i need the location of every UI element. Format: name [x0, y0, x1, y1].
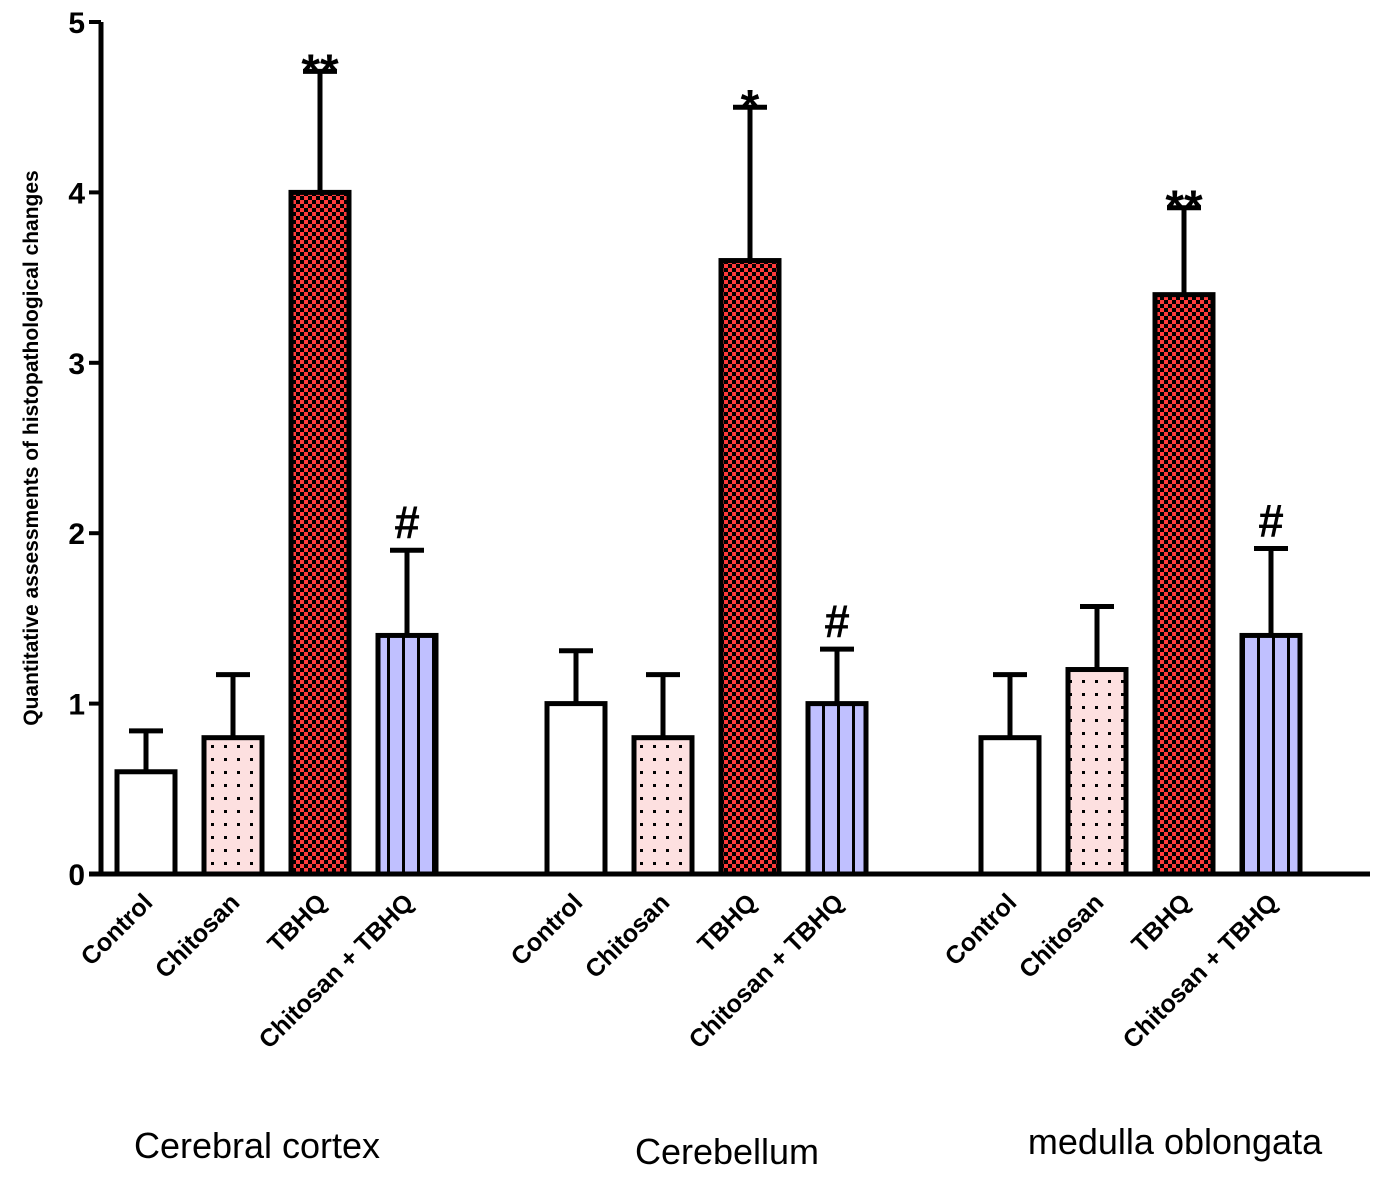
x-tick-label: Chitosan — [580, 888, 675, 983]
group-label: Cerebral cortex — [134, 1125, 380, 1166]
bar — [375, 632, 439, 877]
bar — [544, 701, 608, 877]
x-tick-label: TBHQ — [1126, 888, 1196, 958]
x-tick-label: TBHQ — [262, 888, 332, 958]
significance-annotation: # — [824, 595, 850, 647]
significance-annotation: ** — [301, 45, 339, 98]
x-tick-label: Chitosan — [150, 888, 245, 983]
bar — [1065, 667, 1129, 877]
group-label: Cerebellum — [635, 1131, 819, 1172]
y-tick-label: 2 — [68, 518, 85, 551]
significance-annotation: # — [394, 496, 420, 548]
group-label: medulla oblongata — [1028, 1121, 1323, 1162]
bar — [1239, 632, 1303, 877]
bar — [1152, 292, 1216, 877]
y-tick-label: 4 — [68, 177, 85, 210]
bar — [201, 735, 265, 877]
significance-annotation: * — [741, 81, 760, 134]
y-tick-label: 3 — [68, 348, 85, 381]
bar — [288, 189, 352, 877]
x-tick-label: Control — [76, 888, 159, 971]
x-tick-label: Chitosan + TBHQ — [254, 888, 420, 1054]
bar — [805, 701, 869, 877]
y-tick-label: 1 — [68, 689, 85, 722]
bar — [114, 769, 178, 877]
x-tick-label: TBHQ — [692, 888, 762, 958]
x-tick-label: Chitosan + TBHQ — [684, 888, 850, 1054]
significance-annotation: # — [1258, 495, 1284, 547]
bar — [978, 735, 1042, 877]
bar — [718, 258, 782, 877]
y-tick-label: 5 — [68, 7, 85, 40]
significance-annotation: ** — [1165, 182, 1203, 235]
bars: ** # * # ** # — [114, 45, 1303, 877]
bar — [631, 735, 695, 877]
x-tick-label: Control — [506, 888, 589, 971]
x-tick-label: Chitosan — [1014, 888, 1109, 983]
y-tick-label: 0 — [68, 859, 85, 892]
y-axis-label: Quantitative assessments of histopatholo… — [20, 170, 43, 725]
x-tick-label: Chitosan + TBHQ — [1118, 888, 1284, 1054]
x-tick-label: Control — [940, 888, 1023, 971]
